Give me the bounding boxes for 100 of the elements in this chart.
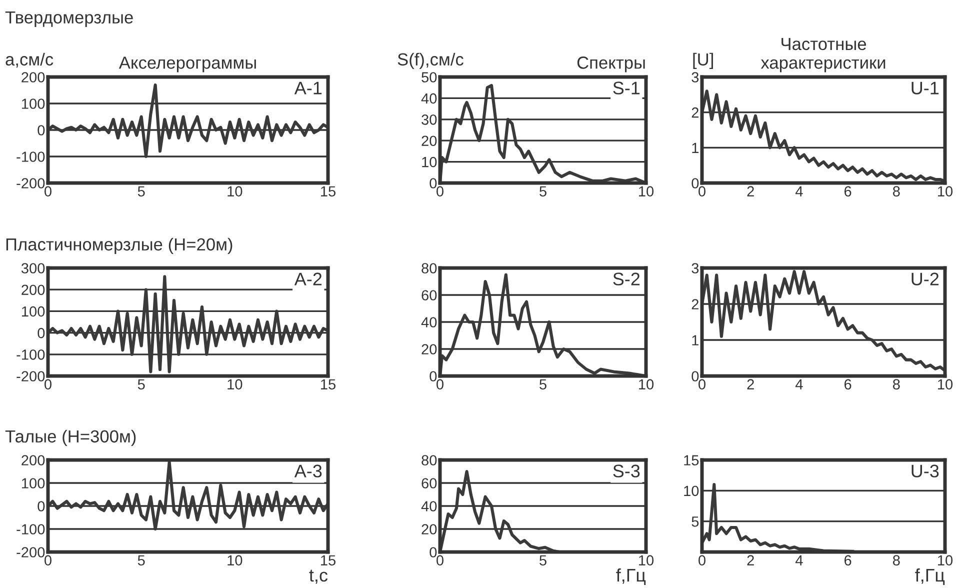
x-tick-label: 0: [436, 186, 444, 196]
text: Талые (Н=300м): [5, 430, 136, 446]
y-tick-label: -200: [16, 178, 45, 188]
chart-title: Акселерограммы: [118, 56, 256, 72]
text: Твердомерзлые: [5, 11, 133, 27]
x-tick-label: 10: [228, 555, 242, 566]
x-tick-label: 5: [138, 379, 145, 390]
x-tick-label: 10: [938, 555, 953, 566]
y-tick-label: 30: [422, 114, 437, 125]
y-tick-label: 100: [22, 306, 45, 317]
y-tick-label: 60: [422, 290, 437, 300]
y-tick-label: 0: [38, 328, 45, 338]
x-tick-label: 15: [321, 186, 336, 196]
y-tick-label: 0: [38, 501, 45, 512]
y-tick-label: 20: [422, 344, 437, 354]
annotation: A-3: [294, 464, 322, 478]
x-tick-label: 5: [540, 555, 546, 566]
x-tick-label: 15: [321, 379, 336, 390]
x-tick-label: 10: [938, 186, 953, 196]
y-tick-label: 40: [421, 317, 437, 328]
chart-title: Спектры: [577, 56, 645, 72]
y-tick-label: 40: [421, 501, 437, 512]
y-tick-label: -100: [16, 152, 45, 162]
y-axis-title: S(f),см/с: [398, 52, 464, 69]
x-tick-label: 0: [698, 555, 706, 566]
x-tick-label: 8: [892, 555, 900, 566]
x-tick-label: 6: [844, 186, 852, 196]
y-tick-label: 200: [22, 72, 45, 82]
y-axis-title: а,см/с: [6, 52, 54, 68]
x-tick-label: 0: [44, 186, 52, 196]
x-tick-label: 10: [639, 555, 654, 566]
annotation: U-2: [912, 272, 939, 286]
x-tick-label: 5: [138, 186, 145, 196]
x-axis-title: f,Гц: [616, 568, 646, 586]
y-tick-label: -100: [16, 524, 45, 534]
x-tick-label: 6: [844, 555, 852, 566]
y-tick-label: 0: [430, 371, 437, 382]
y-tick-label: 80: [422, 263, 437, 274]
x-tick-label: 0: [698, 186, 706, 196]
y-tick-label: 5: [692, 516, 699, 527]
y-tick-label: 100: [22, 98, 45, 109]
y-tick-label: 3: [692, 72, 699, 82]
y-tick-label: 0: [430, 547, 437, 558]
y-tick-label: 0: [430, 178, 437, 188]
x-tick-label: 0: [44, 555, 52, 566]
y-tick-label: 200: [22, 455, 45, 466]
y-tick-label: 0: [692, 371, 699, 382]
x-tick-label: 0: [698, 379, 706, 390]
y-tick-label: 100: [22, 478, 45, 488]
y-tick-label: 10: [684, 486, 699, 496]
y-tick-label: 1: [692, 335, 699, 346]
y-tick-label: 40: [421, 93, 437, 104]
x-tick-label: 4: [795, 379, 803, 390]
annotation: S-2: [613, 272, 640, 286]
y-tick-label: 300: [21, 263, 45, 274]
x-tick-label: 10: [639, 186, 654, 196]
annotation: U-1: [912, 82, 939, 94]
x-tick-label: 2: [747, 555, 754, 566]
y-tick-label: -200: [16, 371, 45, 382]
y-tick-label: 1: [692, 142, 699, 153]
annotation: S-1: [613, 82, 640, 94]
x-tick-label: 10: [639, 379, 654, 390]
x-tick-label: 10: [228, 379, 242, 390]
x-tick-label: 4: [795, 555, 803, 566]
annotation: S-3: [613, 464, 640, 478]
y-tick-label: 2: [692, 299, 698, 310]
y-tick-label: 50: [422, 72, 437, 82]
y-tick-label: -200: [16, 547, 45, 558]
x-axis-title: f,Гц: [915, 568, 945, 586]
y-tick-label: 2: [692, 107, 698, 118]
x-tick-label: 0: [436, 555, 444, 566]
x-tick-label: 10: [228, 186, 242, 196]
y-tick-label: 0: [38, 125, 45, 136]
annotation: A-1: [294, 82, 322, 94]
y-tick-label: 20: [422, 524, 437, 534]
x-tick-label: 8: [892, 379, 900, 390]
text: Пластичномерзлые (Н=20м): [6, 238, 232, 254]
x-tick-label: 2: [747, 186, 754, 196]
x-tick-label: 10: [938, 379, 953, 390]
annotation: U-3: [912, 464, 939, 478]
x-axis-title: t,c: [309, 570, 328, 584]
y-tick-label: 3: [692, 263, 699, 274]
x-tick-label: 4: [795, 186, 803, 196]
chart-title: Частотные характеристики: [760, 38, 886, 72]
y-tick-label: 80: [422, 455, 437, 466]
y-tick-label: 15: [684, 455, 699, 466]
x-tick-label: 0: [44, 379, 52, 390]
x-tick-label: 6: [844, 379, 852, 390]
y-tick-label: 20: [422, 136, 437, 146]
x-tick-label: 0: [436, 379, 444, 390]
x-tick-label: 5: [138, 555, 145, 566]
x-tick-label: 15: [321, 555, 336, 566]
y-tick-label: 0: [692, 178, 699, 188]
x-tick-label: 2: [747, 379, 754, 390]
y-tick-label: 60: [422, 478, 437, 488]
y-tick-label: -100: [16, 350, 45, 360]
y-tick-label: 10: [422, 156, 437, 168]
annotation: A-2: [294, 272, 322, 286]
x-tick-label: 8: [892, 186, 900, 196]
x-tick-label: 5: [540, 379, 546, 390]
